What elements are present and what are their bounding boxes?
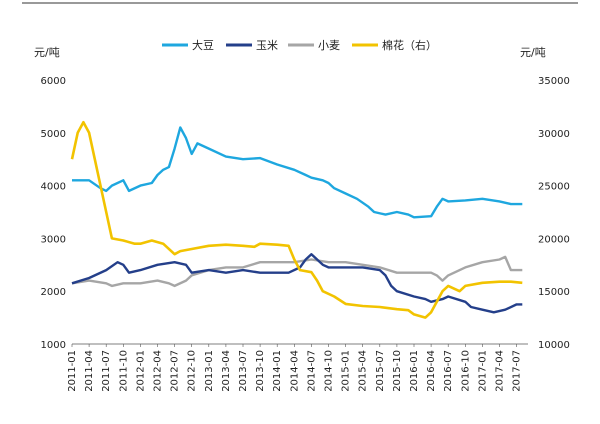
y-left-unit-label: 元/吨 xyxy=(34,46,60,59)
y-right-tick-20000: 20000 xyxy=(538,234,570,245)
y-left-tick-2000: 2000 xyxy=(41,287,66,298)
y-right-tick-25000: 25000 xyxy=(538,182,570,193)
x-tick-2012-07: 2012-07 xyxy=(170,350,181,392)
x-tick-2015-07: 2015-07 xyxy=(375,350,386,392)
x-tick-2017-04: 2017-04 xyxy=(495,350,506,392)
plot-series xyxy=(70,120,523,319)
x-tick-2013-10: 2013-10 xyxy=(255,350,266,392)
y-right-tick-15000: 15000 xyxy=(538,287,570,298)
x-tick-2013-01: 2013-01 xyxy=(204,350,215,392)
x-tick-2013-04: 2013-04 xyxy=(221,350,232,392)
y-right-tick-labels: 10000 15000 20000 25000 30000 35000 xyxy=(538,76,570,351)
x-tick-2015-04: 2015-04 xyxy=(358,350,369,392)
series-line-wheat xyxy=(71,255,523,288)
y-left-tick-5000: 5000 xyxy=(41,129,66,140)
x-tick-2016-10: 2016-10 xyxy=(460,350,471,392)
y-right-tick-10000: 10000 xyxy=(538,340,570,351)
y-left-tick-6000: 6000 xyxy=(41,76,66,87)
x-tick-labels: 2011-01 2011-04 2011-07 2011-10 2012-01 2012-… xyxy=(67,344,523,392)
x-tick-2017-01: 2017-01 xyxy=(477,350,488,392)
x-tick-2015-01: 2015-01 xyxy=(341,350,352,392)
x-tick-2012-10: 2012-10 xyxy=(187,350,198,392)
legend-label-cotton: 棉花（右） xyxy=(382,38,437,52)
x-tick-2011-01: 2011-01 xyxy=(67,350,78,392)
x-tick-2014-07: 2014-07 xyxy=(306,350,317,392)
legend-label-soybean: 大豆 xyxy=(192,38,214,52)
legend-label-wheat: 小麦 xyxy=(318,39,340,52)
x-tick-2011-04: 2011-04 xyxy=(84,350,95,392)
y-right-tick-35000: 35000 xyxy=(538,76,570,87)
y-left-tick-labels: 1000 2000 3000 4000 5000 6000 xyxy=(41,76,66,351)
legend-label-corn: 玉米 xyxy=(256,39,278,52)
y-right-tick-30000: 30000 xyxy=(538,129,570,140)
x-tick-2014-01: 2014-01 xyxy=(272,350,283,392)
x-tick-2012-04: 2012-04 xyxy=(153,350,164,392)
x-tick-2015-10: 2015-10 xyxy=(392,350,403,392)
legend-item-cotton: 棉花（右） xyxy=(352,38,437,52)
x-tick-2011-10: 2011-10 xyxy=(118,350,129,392)
x-tick-2014-04: 2014-04 xyxy=(289,350,300,392)
x-tick-2013-07: 2013-07 xyxy=(238,350,249,392)
x-tick-2016-07: 2016-07 xyxy=(443,350,454,392)
y-left-tick-3000: 3000 xyxy=(41,234,66,245)
y-right-unit-label: 元/吨 xyxy=(520,46,546,59)
legend-item-wheat: 小麦 xyxy=(288,39,340,52)
x-tick-2014-10: 2014-10 xyxy=(324,350,335,392)
y-left-tick-4000: 4000 xyxy=(41,182,66,193)
series-line-corn xyxy=(71,253,523,314)
legend: 大豆 玉米 小麦 棉花（右） xyxy=(162,38,437,52)
x-tick-2016-01: 2016-01 xyxy=(409,350,420,392)
x-tick-2012-01: 2012-01 xyxy=(135,350,146,392)
legend-item-corn: 玉米 xyxy=(226,39,278,52)
x-tick-2016-04: 2016-04 xyxy=(426,350,437,392)
x-tick-2011-07: 2011-07 xyxy=(101,350,112,392)
series-line-cotton xyxy=(70,120,523,319)
legend-item-soybean: 大豆 xyxy=(162,38,214,52)
series-line-soybean xyxy=(72,126,523,219)
x-tick-2017-07: 2017-07 xyxy=(512,350,523,392)
y-left-tick-1000: 1000 xyxy=(41,340,66,351)
